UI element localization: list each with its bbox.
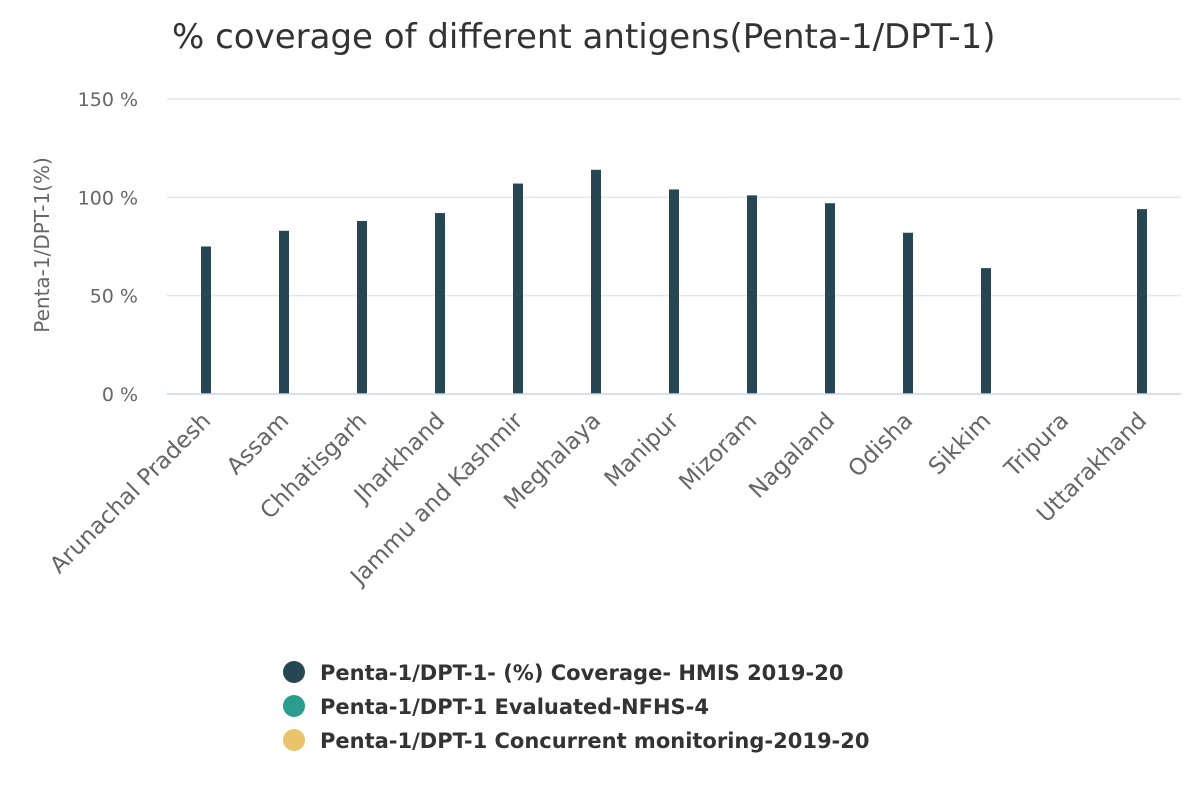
legend-item[interactable]: Penta-1/DPT-1 Evaluated-NFHS-4 [283, 695, 709, 719]
bar-arunachal-pradesh [201, 246, 211, 394]
x-tick-label: Sikkim [924, 408, 996, 480]
x-tick-label: Assam [222, 408, 294, 480]
legend-marker [283, 729, 305, 751]
bar-uttarakhand [1137, 209, 1147, 394]
x-axis-ticks: Arunachal Pradesh AssamChhatisgarhJharkha… [45, 407, 1152, 591]
y-axis-title: Penta-1/DPT-1(%) [30, 157, 54, 333]
bar-jharkhand [435, 213, 445, 394]
bars [201, 169, 1147, 394]
legend-item[interactable]: Penta-1/DPT-1- (%) Coverage- HMIS 2019-2… [283, 661, 843, 685]
x-tick-label: Tripura [999, 408, 1074, 483]
bar-assam [279, 230, 289, 394]
x-tick-label: Nagaland [744, 408, 840, 504]
legend-label: Penta-1/DPT-1- (%) Coverage- HMIS 2019-2… [320, 661, 843, 685]
legend-item[interactable]: Penta-1/DPT-1 Concurrent monitoring-2019… [283, 729, 870, 753]
bar-sikkim [981, 268, 991, 394]
bar-meghalaya [591, 169, 601, 394]
legend-label: Penta-1/DPT-1 Evaluated-NFHS-4 [320, 695, 709, 719]
bar-jammu-and-kashmir [513, 183, 523, 394]
bar-manipur [669, 189, 679, 394]
chart-title: % coverage of different antigens(Penta-1… [172, 17, 996, 57]
y-tick-label: 0 % [102, 384, 138, 406]
x-tick-label: Odisha [843, 408, 918, 483]
y-tick-label: 50 % [90, 286, 138, 308]
bar-odisha [903, 232, 913, 394]
legend-label: Penta-1/DPT-1 Concurrent monitoring-2019… [320, 729, 870, 753]
y-axis-ticks: 0 % 50 % 100 % 150 % [78, 89, 138, 406]
x-tick-label: Arunachal Pradesh [45, 408, 216, 579]
bar-chhatisgarh [357, 220, 367, 394]
y-tick-label: 100 % [78, 187, 138, 209]
x-tick-label: Manipur [600, 407, 685, 492]
y-tick-label: 150 % [78, 89, 138, 111]
bar-nagaland [825, 203, 835, 394]
legend-marker [283, 695, 305, 717]
legend: Penta-1/DPT-1- (%) Coverage- HMIS 2019-2… [283, 661, 870, 753]
bar-mizoram [747, 195, 757, 394]
legend-marker [283, 661, 305, 683]
